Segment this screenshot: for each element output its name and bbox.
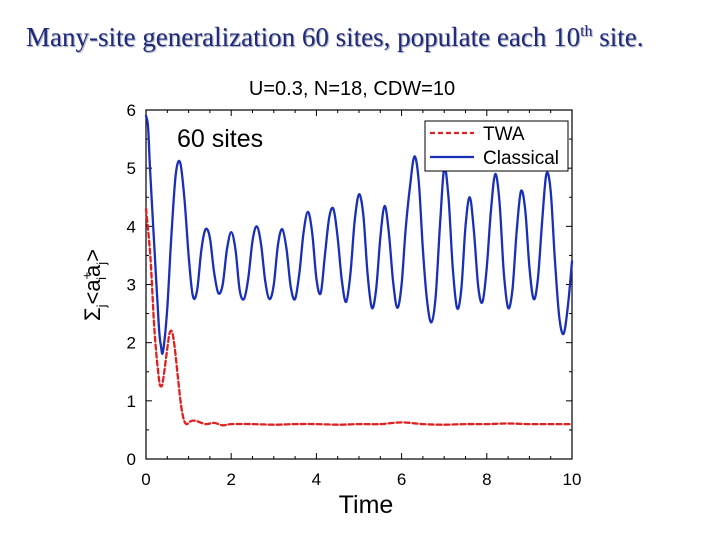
legend: TWA Classical [424,120,569,172]
y-tick-label: 2 [127,334,136,353]
y-tick-label: 6 [127,101,136,120]
slide-title-end: site. [592,22,644,52]
y-label-sub-i: i [94,277,109,280]
y-label-sum: Σ [80,307,105,321]
y-label-sub-j: j [94,262,109,266]
y-label-open: <a [80,279,105,305]
legend-label-twa: TWA [483,124,525,145]
x-tick-label: 10 [563,470,582,489]
y-label-mid: a [80,264,105,277]
chart-annotation: 60 sites [177,125,263,153]
series-line-classical [144,114,574,355]
x-tick-label: 2 [226,470,235,489]
legend-label-classical: Classical [483,148,559,169]
y-label-close: > [80,249,105,262]
y-tick-label: 4 [127,217,136,236]
legend-box [424,120,569,172]
y-axis-label: Σj<a+iaj> [79,249,109,321]
slide-title: Many-site generalization 60 sites, popul… [26,22,644,53]
x-tick-label: 0 [141,470,150,489]
y-label-sum-sub: j [94,304,109,308]
y-tick-label: 0 [127,450,136,469]
y-tick-label: 1 [127,392,136,411]
x-tick-label: 4 [312,470,321,489]
y-axis-label-text: Σj<a+iaj> [79,249,109,321]
slide-title-superscript: th [580,23,593,40]
x-tick-label: 8 [482,470,491,489]
y-tick-label: 5 [127,159,136,178]
series-layer [144,114,574,427]
slide-title-main: Many-site generalization 60 sites, popul… [26,22,581,52]
y-tick-label: 3 [127,276,136,295]
x-axis-label: Time [339,491,394,519]
chart-title: U=0.3, N=18, CDW=10 [249,78,455,100]
x-tick-label: 6 [397,470,406,489]
series-line-twa [144,207,574,427]
y-label-dagger: + [79,272,94,280]
axis-ticks: 0 2 4 6 8 10 0 1 2 3 4 5 6 [127,101,582,489]
